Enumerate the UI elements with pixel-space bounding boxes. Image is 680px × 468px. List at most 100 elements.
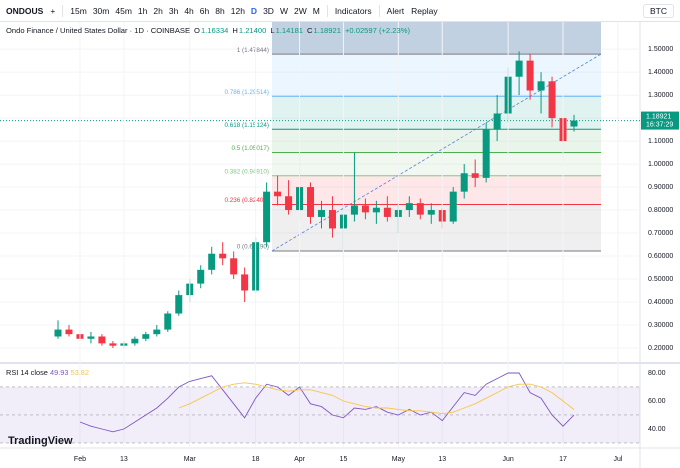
y-tick-label: 0.20000 bbox=[648, 345, 673, 352]
y-tick-label: 1.30000 bbox=[648, 92, 673, 99]
interval-button[interactable]: 1h bbox=[137, 5, 148, 16]
candle-body bbox=[285, 196, 293, 211]
candle-body bbox=[87, 336, 95, 339]
interval-button[interactable]: D bbox=[250, 5, 258, 16]
candle-body bbox=[350, 205, 358, 215]
x-tick-label: Apr bbox=[294, 456, 306, 463]
candle-body bbox=[65, 329, 73, 335]
interval-button[interactable]: 12h bbox=[230, 5, 245, 16]
candle-body bbox=[241, 274, 249, 291]
y-tick-label: 1.10000 bbox=[648, 138, 673, 145]
candle-body bbox=[175, 295, 183, 314]
candle-body bbox=[537, 81, 545, 91]
candle-body bbox=[164, 313, 172, 330]
x-tick-label: 17 bbox=[559, 456, 567, 463]
legend: Ondo Finance / United States Dollar · 1D… bbox=[6, 26, 410, 35]
candle-body bbox=[208, 253, 216, 270]
interval-button[interactable]: 2W bbox=[293, 5, 307, 16]
candle-body bbox=[109, 343, 117, 346]
x-tick-label: 15 bbox=[340, 456, 348, 463]
intervals: 15m 30m 45m 1h 2h 3h 4h 6h 8h 12h D 3D W 2W M bbox=[70, 6, 320, 16]
candle-body bbox=[471, 173, 479, 178]
candle-body bbox=[372, 207, 380, 213]
fib-zone bbox=[272, 175, 601, 205]
candle-body bbox=[230, 258, 238, 275]
candle-body bbox=[361, 205, 369, 213]
candle-body bbox=[317, 210, 325, 217]
last-price-label: 1.18921 bbox=[646, 113, 671, 120]
ohlc-key: O bbox=[194, 26, 200, 35]
rsi-title: RSI 14 close bbox=[6, 368, 48, 377]
last-price-tag bbox=[641, 111, 679, 130]
candle-body bbox=[274, 191, 282, 197]
change: +0.02597 (+2.23%) bbox=[344, 26, 410, 35]
fib-label: 0.382 (0.94910) bbox=[225, 168, 269, 175]
fib-trend-line bbox=[271, 53, 602, 252]
candle-body bbox=[142, 334, 150, 339]
interval-button[interactable]: 15m bbox=[70, 5, 87, 16]
interval-button[interactable]: 8h bbox=[215, 5, 225, 16]
interval-button[interactable]: 45m bbox=[115, 5, 132, 16]
rsi-value: 49.93 bbox=[49, 368, 69, 377]
symbol-title: Ondo Finance / United States Dollar · 1D… bbox=[6, 26, 191, 35]
candle-body bbox=[482, 129, 490, 178]
fib-label: 0.618 (1.15124) bbox=[225, 122, 269, 129]
candle-body bbox=[383, 207, 391, 217]
ohlc-key: C bbox=[307, 26, 313, 35]
interval-button[interactable]: M bbox=[312, 5, 320, 16]
x-tick-label: May bbox=[392, 456, 406, 463]
rsi-tick-label: 60.00 bbox=[648, 398, 666, 405]
interval-button[interactable]: W bbox=[279, 5, 288, 16]
candle-body bbox=[263, 191, 271, 243]
y-tick-label: 0.30000 bbox=[648, 322, 673, 329]
candle-body bbox=[570, 120, 578, 127]
y-tick-label: 0.90000 bbox=[648, 184, 673, 191]
ohlc-value: 1.16334 bbox=[200, 26, 229, 35]
interval-button[interactable]: 3h bbox=[168, 5, 179, 16]
y-tick-label: 0.70000 bbox=[648, 230, 673, 237]
interval-button[interactable]: 4h bbox=[184, 5, 194, 16]
ohlc-key: L bbox=[270, 26, 275, 35]
fib-label: 0.5 (1.05017) bbox=[232, 145, 269, 152]
candle-body bbox=[427, 210, 435, 215]
alert-button[interactable]: Alert bbox=[386, 5, 405, 16]
x-tick-label: Mar bbox=[184, 456, 197, 463]
x-tick-label: 18 bbox=[252, 456, 260, 463]
interval-button[interactable]: 6h bbox=[199, 5, 210, 16]
fib-label: 0.236 (0.82404) bbox=[225, 197, 269, 204]
candle-body bbox=[548, 81, 556, 119]
y-tick-label: 0.60000 bbox=[648, 253, 673, 260]
fib-zone bbox=[272, 54, 601, 97]
candle-body bbox=[449, 191, 457, 222]
y-tick-label: 1.40000 bbox=[648, 69, 673, 76]
candle-body bbox=[526, 60, 534, 91]
separator bbox=[326, 4, 328, 17]
fib-label: 1 (1.47844) bbox=[237, 47, 269, 54]
fib-zone bbox=[272, 152, 601, 176]
y-tick-label: 1.50000 bbox=[648, 46, 673, 53]
indicators-button[interactable]: Indicators bbox=[334, 5, 372, 16]
x-tick-label: 13 bbox=[120, 456, 128, 463]
candle-body bbox=[197, 269, 205, 284]
candle-body bbox=[405, 203, 413, 211]
y-tick-label: 0.40000 bbox=[648, 299, 673, 306]
rsi-line bbox=[178, 382, 575, 415]
fib-zone bbox=[272, 129, 601, 153]
x-tick-label: Feb bbox=[74, 456, 86, 463]
candle-body bbox=[307, 187, 315, 217]
candle-body bbox=[515, 60, 523, 77]
replay-button[interactable]: Replay bbox=[411, 5, 438, 16]
interval-button[interactable]: 30m bbox=[92, 5, 110, 16]
interval-button[interactable]: 2h bbox=[153, 5, 163, 16]
symbol[interactable]: ONDOUS bbox=[6, 5, 44, 16]
rsi-legend: RSI 14 close 49.93 53.82 bbox=[6, 368, 89, 377]
candle-body bbox=[131, 338, 139, 344]
fib-zone bbox=[272, 96, 601, 130]
interval-button[interactable]: 3D bbox=[263, 5, 274, 16]
add-symbol[interactable]: + bbox=[50, 5, 56, 16]
currency-button[interactable]: BTC bbox=[643, 3, 674, 18]
logo: TradingView bbox=[8, 435, 73, 447]
ohlc-key: H bbox=[232, 26, 238, 35]
